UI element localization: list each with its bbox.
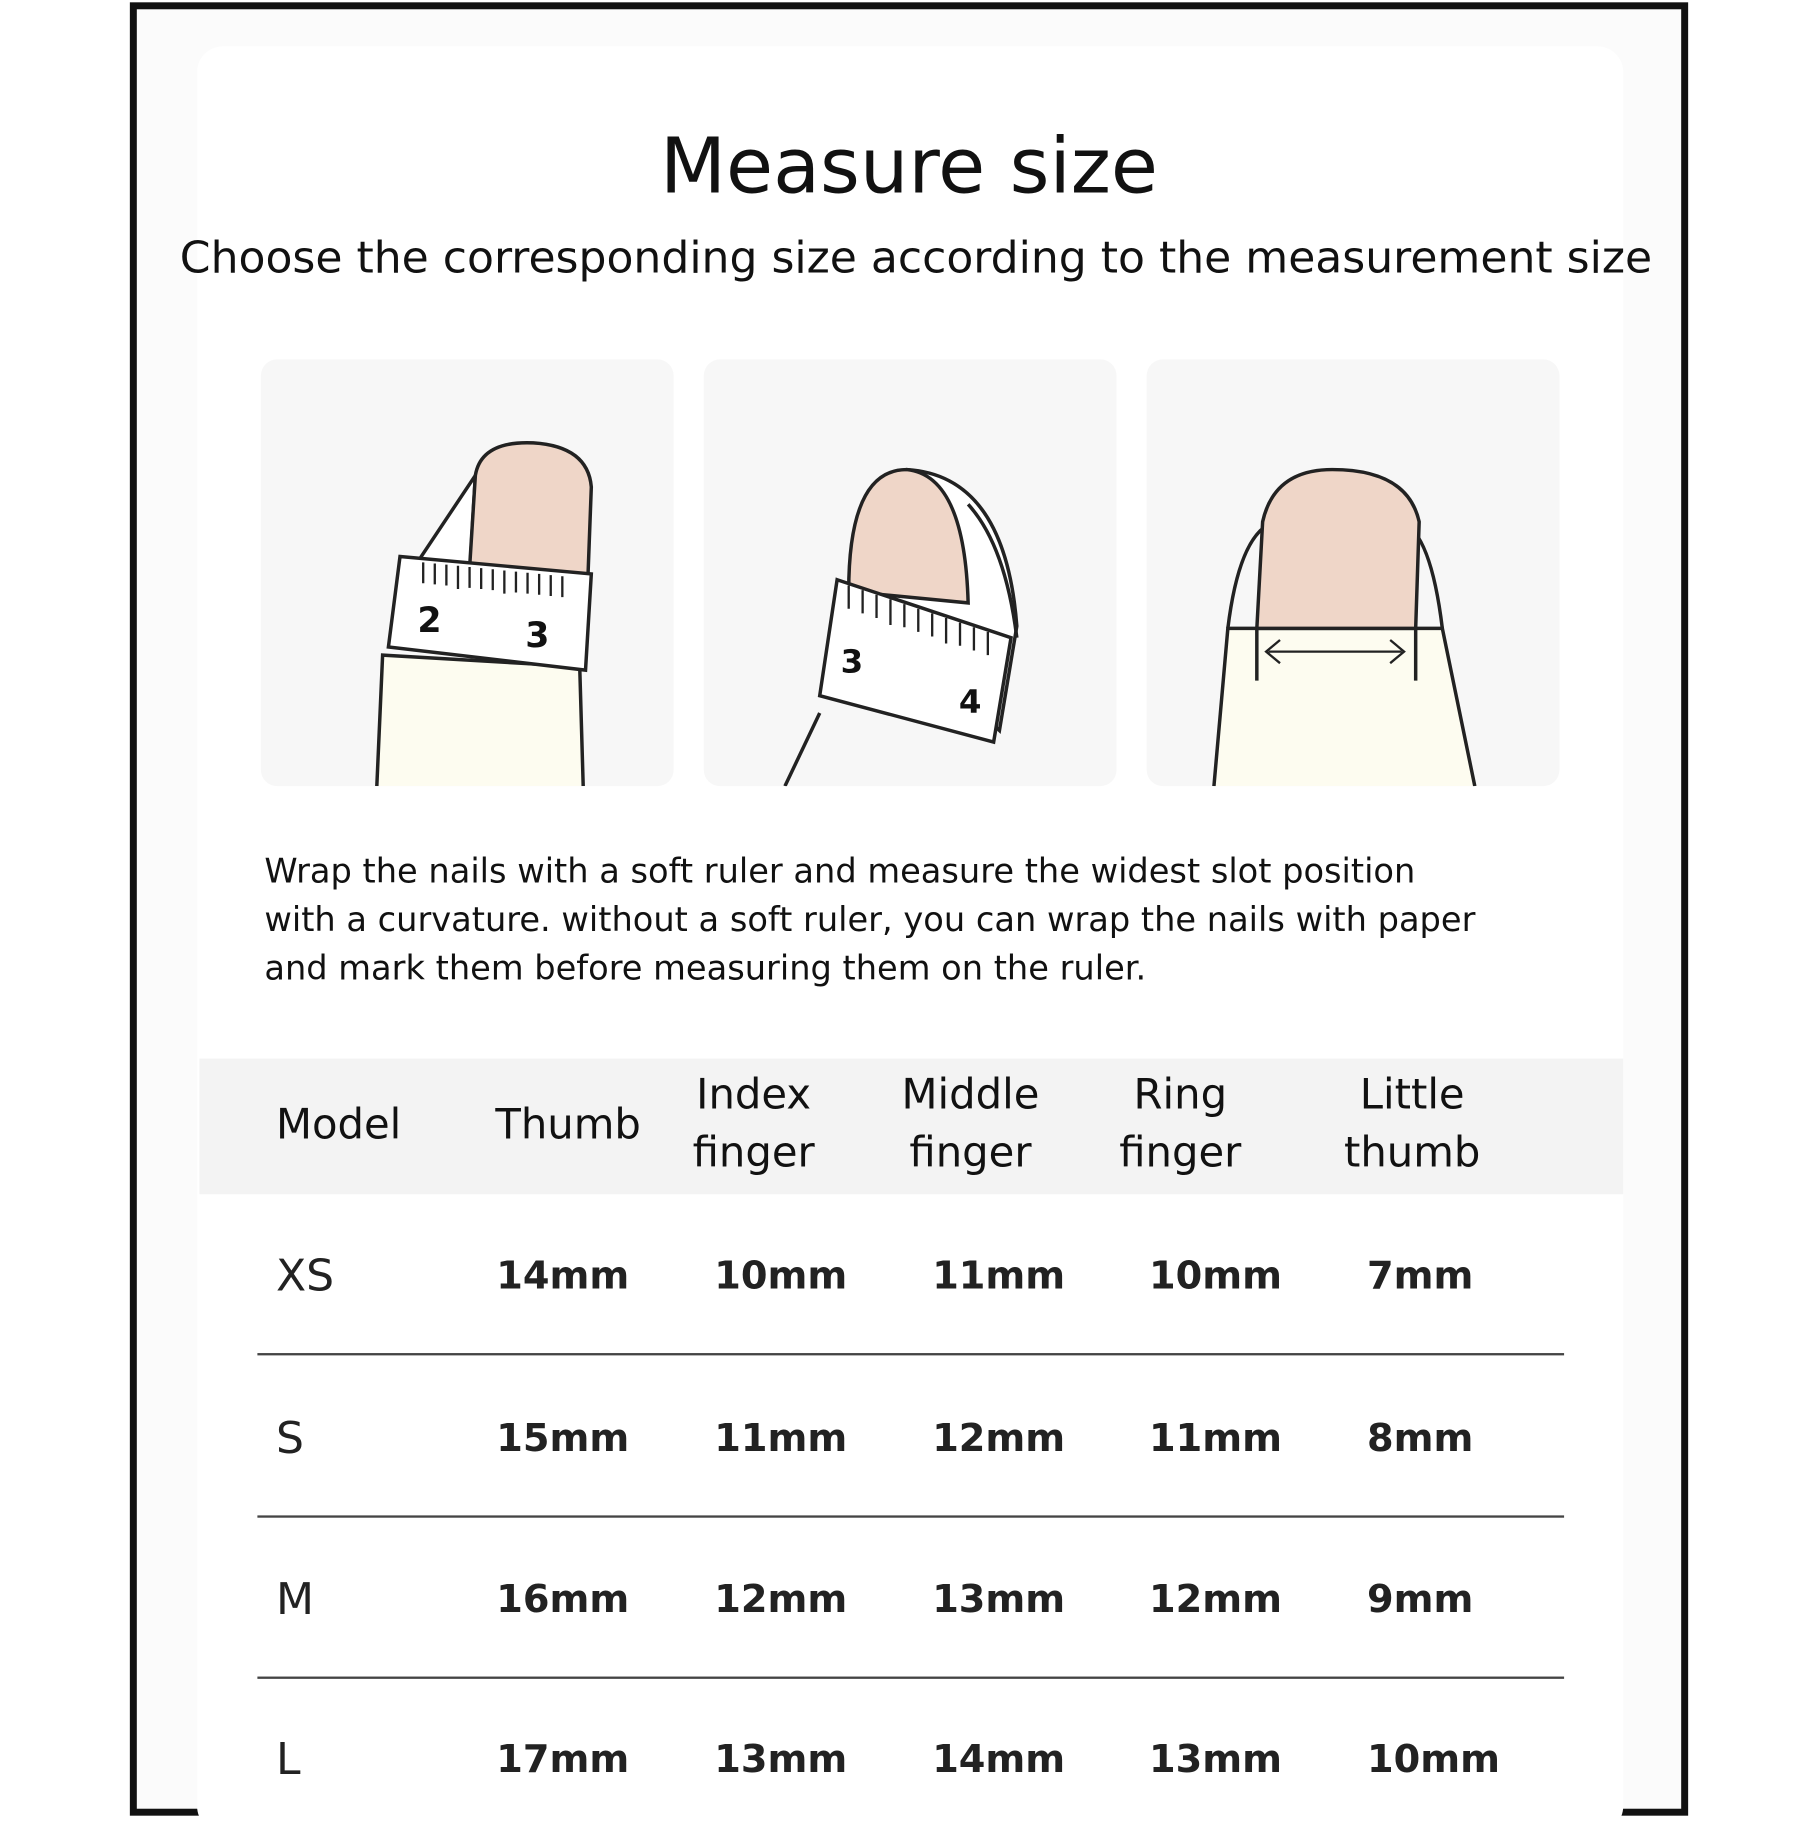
size-cell: 12mm — [1149, 1576, 1282, 1622]
model-cell: S — [275, 1412, 304, 1464]
size-cell: 15mm — [496, 1415, 630, 1461]
size-cell: 14mm — [496, 1252, 630, 1298]
model-cell: L — [275, 1733, 301, 1785]
header-line: thumb — [1343, 1129, 1481, 1177]
size-cell: 12mm — [932, 1415, 1066, 1461]
ruler-label: 3 — [525, 616, 549, 656]
model-cell: M — [275, 1573, 314, 1625]
header-thumb: Thumb — [495, 1101, 641, 1150]
content-card — [197, 46, 1624, 1832]
instructions: Wrap the nails with a soft ruler and mea… — [264, 846, 1563, 992]
header-index-finger: Index finger — [661, 1067, 847, 1183]
subtitle: Choose the corresponding size according … — [179, 231, 1653, 283]
size-cell: 7mm — [1366, 1252, 1474, 1298]
header-little-thumb: Little thumb — [1319, 1067, 1505, 1183]
ruler-label: 3 — [841, 642, 864, 680]
ruler-label: 4 — [959, 683, 982, 721]
ruler-label: 2 — [417, 601, 441, 641]
size-cell: 12mm — [714, 1576, 848, 1622]
row-divider — [257, 1676, 1565, 1679]
header-line: Ring — [1133, 1071, 1228, 1119]
size-cell: 10mm — [714, 1252, 848, 1298]
header-model: Model — [275, 1101, 402, 1150]
header-line: finger — [909, 1129, 1032, 1177]
size-cell: 11mm — [1149, 1415, 1282, 1461]
instruction-line: Wrap the nails with a soft ruler and mea… — [264, 851, 1416, 891]
header-line: finger — [692, 1129, 815, 1177]
size-cell: 10mm — [1366, 1736, 1500, 1782]
table-header — [199, 1058, 1624, 1195]
finger-ruler-illustration: 3 4 — [703, 359, 1117, 787]
instruction-line: with a curvature. without a soft ruler, … — [264, 899, 1476, 940]
size-cell: 11mm — [714, 1415, 848, 1461]
header-line: finger — [1119, 1129, 1242, 1177]
size-cell: 11mm — [932, 1252, 1066, 1298]
row-divider — [257, 1515, 1565, 1518]
header-ring-finger: Ring finger — [1088, 1067, 1274, 1183]
size-cell: 13mm — [714, 1736, 848, 1782]
instruction-line: and mark them before measuring them on t… — [264, 948, 1147, 988]
size-cell: 14mm — [932, 1736, 1066, 1782]
header-line: Middle — [901, 1071, 1040, 1119]
size-cell: 13mm — [932, 1576, 1066, 1622]
size-cell: 10mm — [1149, 1252, 1282, 1298]
size-cell: 17mm — [496, 1736, 630, 1782]
header-line: Little — [1359, 1071, 1465, 1119]
page-title: Measure size — [660, 121, 1158, 212]
size-cell: 13mm — [1149, 1736, 1282, 1782]
nail-width-illustration — [1146, 359, 1560, 787]
model-cell: XS — [275, 1249, 335, 1301]
size-cell: 9mm — [1366, 1576, 1474, 1622]
size-cell: 8mm — [1366, 1415, 1474, 1461]
size-cell: 16mm — [496, 1576, 630, 1622]
header-line: Index — [696, 1071, 812, 1119]
row-divider — [257, 1353, 1565, 1356]
thumb-ruler-illustration: 2 3 — [260, 359, 674, 787]
header-middle-finger: Middle finger — [878, 1067, 1064, 1183]
